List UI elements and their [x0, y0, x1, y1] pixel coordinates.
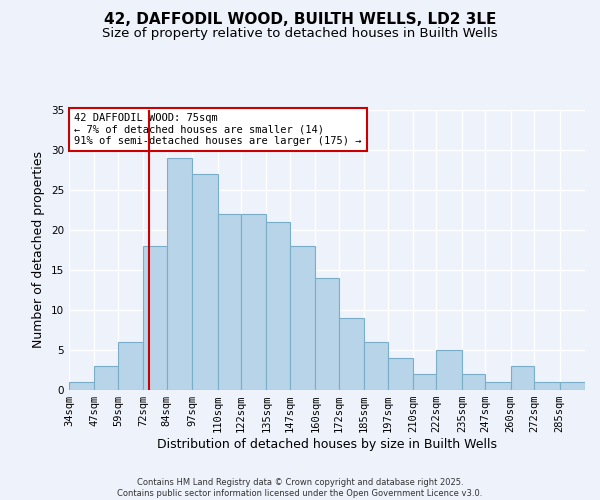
Bar — [118, 342, 143, 390]
Bar — [167, 158, 192, 390]
Bar — [94, 366, 118, 390]
Text: 42 DAFFODIL WOOD: 75sqm
← 7% of detached houses are smaller (14)
91% of semi-det: 42 DAFFODIL WOOD: 75sqm ← 7% of detached… — [74, 113, 362, 146]
Bar — [266, 222, 290, 390]
Bar — [534, 382, 560, 390]
Bar — [192, 174, 218, 390]
X-axis label: Distribution of detached houses by size in Builth Wells: Distribution of detached houses by size … — [157, 438, 497, 451]
Bar — [413, 374, 436, 390]
Bar — [485, 382, 511, 390]
Bar — [241, 214, 266, 390]
Bar — [218, 214, 241, 390]
Bar — [436, 350, 462, 390]
Bar — [315, 278, 339, 390]
Bar — [339, 318, 364, 390]
Bar — [462, 374, 485, 390]
Bar — [143, 246, 167, 390]
Bar — [69, 382, 94, 390]
Bar — [560, 382, 585, 390]
Text: Contains HM Land Registry data © Crown copyright and database right 2025.
Contai: Contains HM Land Registry data © Crown c… — [118, 478, 482, 498]
Bar — [364, 342, 388, 390]
Text: Size of property relative to detached houses in Builth Wells: Size of property relative to detached ho… — [102, 28, 498, 40]
Bar — [388, 358, 413, 390]
Bar — [290, 246, 315, 390]
Bar — [511, 366, 534, 390]
Y-axis label: Number of detached properties: Number of detached properties — [32, 152, 46, 348]
Text: 42, DAFFODIL WOOD, BUILTH WELLS, LD2 3LE: 42, DAFFODIL WOOD, BUILTH WELLS, LD2 3LE — [104, 12, 496, 28]
